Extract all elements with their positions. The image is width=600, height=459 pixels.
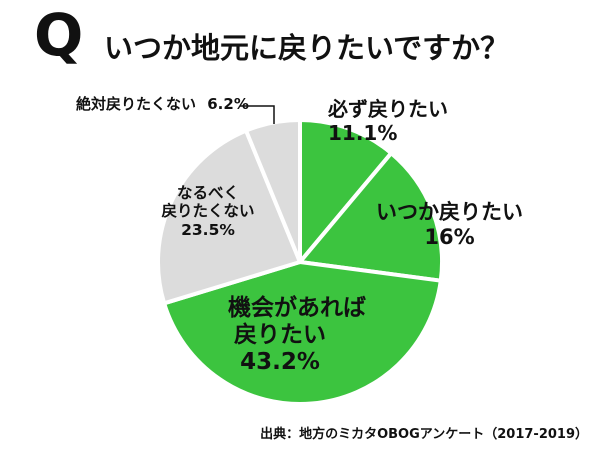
question-mark-letter: Q — [34, 1, 83, 69]
question-title: いつか地元に戻りたいですか？ — [104, 31, 510, 65]
label-itsuka-modoritai: いつか戻りたい 16% — [376, 200, 523, 250]
slice-value: 11.1% — [328, 120, 398, 145]
slice-value: 6.2% — [207, 95, 249, 113]
pie-slices — [156, 118, 445, 406]
source-note: 出典：地方のミカタOBOGアンケート（2017-2019） — [260, 427, 588, 442]
slice-itsuka — [298, 151, 445, 283]
label-kikai-gaareba: 機会があれば 戻りたい 43.2% — [228, 295, 366, 376]
slice-label-line: 戻りたい — [234, 322, 326, 349]
slice-value: 16% — [424, 224, 475, 249]
slice-narubeku — [156, 128, 302, 306]
slice-label-line: なるべく — [176, 184, 239, 202]
slice-value: 23.5% — [181, 220, 235, 239]
leader-line — [240, 105, 275, 124]
slice-label-line: 戻りたくない — [161, 202, 255, 221]
label-zettai-modoritakunai: 絶対戻りたくない 6.2% — [76, 95, 249, 114]
slice-value: 43.2% — [240, 349, 320, 376]
slice-kikai — [162, 260, 443, 406]
slice-label-text: 絶対戻りたくない — [76, 95, 197, 113]
slice-label-line: いつか戻りたい — [376, 200, 523, 224]
slice-label-line: 機会があれば — [228, 295, 366, 321]
slice-label-line: 必ず戻りたい — [328, 97, 448, 121]
label-narubeku-modoritakunai: なるべく 戻りたくない 23.5% — [154, 184, 262, 239]
slice-zettai — [244, 118, 302, 264]
label-kanarazu-modoritai: 必ず戻りたい 11.1% — [328, 97, 448, 145]
slice-kanarazu — [298, 118, 394, 264]
